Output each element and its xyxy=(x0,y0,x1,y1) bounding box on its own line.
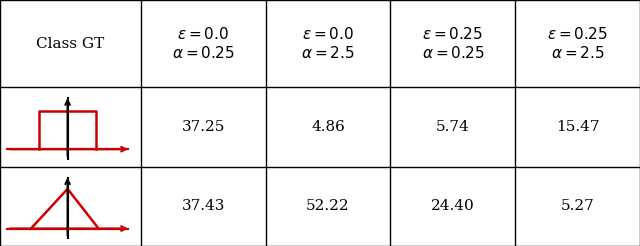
Text: $\epsilon = 0.25$
$\alpha = 0.25$: $\epsilon = 0.25$ $\alpha = 0.25$ xyxy=(422,26,484,61)
Text: Class GT: Class GT xyxy=(36,37,104,51)
Text: $\epsilon = 0.0$
$\alpha = 2.5$: $\epsilon = 0.0$ $\alpha = 2.5$ xyxy=(301,26,355,61)
Text: 5.27: 5.27 xyxy=(561,199,595,213)
Text: 24.40: 24.40 xyxy=(431,199,475,213)
Text: 15.47: 15.47 xyxy=(556,120,599,134)
Text: 37.25: 37.25 xyxy=(182,120,225,134)
Text: 4.86: 4.86 xyxy=(311,120,345,134)
Text: $\epsilon = 0.25$
$\alpha = 2.5$: $\epsilon = 0.25$ $\alpha = 2.5$ xyxy=(547,26,608,61)
Text: 52.22: 52.22 xyxy=(306,199,350,213)
Text: $\epsilon = 0.0$
$\alpha = 0.25$: $\epsilon = 0.0$ $\alpha = 0.25$ xyxy=(172,26,234,61)
Text: 5.74: 5.74 xyxy=(436,120,470,134)
Text: 37.43: 37.43 xyxy=(182,199,225,213)
